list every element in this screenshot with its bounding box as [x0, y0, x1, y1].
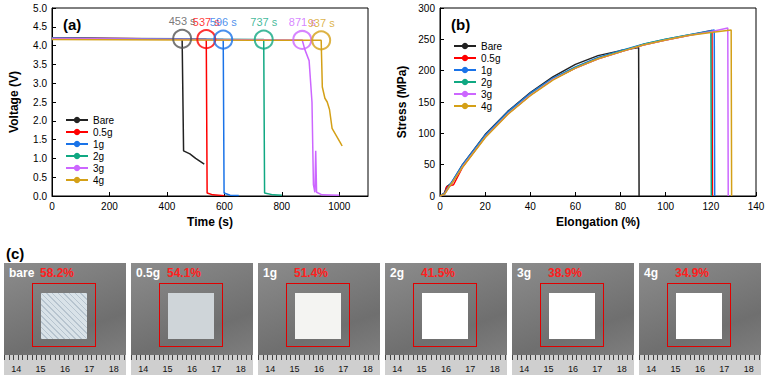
html-text:17: 17 [719, 364, 730, 374]
html-text:17: 17 [338, 364, 349, 374]
html-text:17: 17 [84, 364, 95, 374]
svg-text:50: 50 [424, 159, 436, 170]
html-text:16: 16 [441, 364, 451, 374]
html-text:1g: 1g [263, 266, 277, 280]
svg-text:250: 250 [418, 34, 435, 45]
html-text:17: 17 [211, 364, 222, 374]
svg-text:(b): (b) [451, 16, 470, 33]
svg-text:2g: 2g [481, 77, 492, 88]
svg-text:200: 200 [418, 65, 435, 76]
svg-text:537 s: 537 s [192, 15, 220, 28]
svg-text:150: 150 [418, 97, 435, 108]
html-text:18: 18 [235, 364, 246, 374]
svg-text:4.0: 4.0 [33, 40, 47, 51]
html-text:14: 14 [11, 364, 22, 374]
svg-text:800: 800 [273, 201, 290, 212]
svg-text:400: 400 [159, 201, 176, 212]
svg-text:871 s: 871 s [288, 16, 316, 29]
html-text:18: 18 [362, 364, 373, 374]
svg-text:5.0: 5.0 [33, 3, 47, 14]
svg-text:600: 600 [216, 201, 233, 212]
svg-text:80: 80 [615, 201, 627, 212]
svg-text:20: 20 [480, 201, 492, 212]
html-text:15: 15 [416, 364, 427, 374]
svg-text:2.0: 2.0 [33, 115, 47, 126]
svg-text:140: 140 [748, 201, 765, 212]
svg-text:4.5: 4.5 [33, 21, 47, 32]
svg-text:40: 40 [525, 201, 537, 212]
svg-text:937 s: 937 s [308, 17, 335, 29]
svg-text:Time (s): Time (s) [187, 215, 233, 229]
svg-text:60: 60 [570, 201, 582, 212]
svg-text:1.5: 1.5 [33, 134, 47, 145]
svg-text:4g: 4g [481, 101, 492, 112]
svg-text:737 s: 737 s [250, 16, 277, 28]
svg-text:100: 100 [657, 201, 674, 212]
svg-text:2.5: 2.5 [33, 97, 47, 108]
svg-text:1g: 1g [481, 65, 492, 76]
html-text:18: 18 [743, 364, 754, 374]
html-text:41.5%: 41.5% [421, 266, 455, 280]
html-text:14: 14 [265, 364, 276, 374]
svg-text:0: 0 [49, 201, 55, 212]
svg-text:0.5g: 0.5g [93, 127, 112, 138]
html-text:0.5g: 0.5g [136, 266, 160, 280]
html-text:14: 14 [519, 364, 530, 374]
html-text:16: 16 [187, 364, 197, 374]
html-text:18: 18 [489, 364, 500, 374]
svg-text:0: 0 [429, 191, 435, 202]
html-text:3g: 3g [517, 266, 531, 280]
svg-text:Elongation (%): Elongation (%) [556, 215, 640, 229]
svg-text:200: 200 [101, 201, 118, 212]
html-text:16: 16 [695, 364, 705, 374]
html-text:51.4%: 51.4% [294, 266, 328, 280]
html-text:16: 16 [60, 364, 70, 374]
html-text:14: 14 [392, 364, 403, 374]
svg-text:120: 120 [703, 201, 720, 212]
svg-text:1.0: 1.0 [33, 153, 47, 164]
svg-text:1000: 1000 [328, 201, 351, 212]
html-text:15: 15 [289, 364, 300, 374]
svg-text:0: 0 [437, 201, 443, 212]
html-text:54.1%: 54.1% [167, 266, 201, 280]
html-text:(c): (c) [6, 245, 25, 262]
html-text:18: 18 [616, 364, 627, 374]
html-text:bare: bare [9, 266, 35, 280]
html-text:17: 17 [465, 364, 476, 374]
svg-text:1g: 1g [93, 139, 104, 150]
html-text:58.2%: 58.2% [40, 266, 74, 280]
svg-text:3g: 3g [481, 89, 492, 100]
svg-text:100: 100 [418, 128, 435, 139]
html-text:38.9%: 38.9% [548, 266, 582, 280]
html-text:34.9%: 34.9% [675, 266, 709, 280]
svg-text:Bare: Bare [481, 41, 503, 52]
html-text:16: 16 [568, 364, 578, 374]
svg-text:Bare: Bare [93, 115, 115, 126]
html-text:14: 14 [138, 364, 149, 374]
html-text:15: 15 [162, 364, 173, 374]
html-text:17: 17 [592, 364, 603, 374]
html-text:15: 15 [670, 364, 681, 374]
svg-text:3g: 3g [93, 163, 104, 174]
html-text:15: 15 [543, 364, 554, 374]
svg-text:3.5: 3.5 [33, 59, 47, 70]
html-text:14: 14 [646, 364, 657, 374]
svg-text:4g: 4g [93, 175, 104, 186]
svg-text:Stress (MPa): Stress (MPa) [395, 66, 409, 139]
svg-text:2g: 2g [93, 151, 104, 162]
svg-text:0.0: 0.0 [33, 191, 47, 202]
svg-text:596 s: 596 s [210, 16, 237, 28]
svg-text:300: 300 [418, 3, 435, 14]
html-text:16: 16 [314, 364, 324, 374]
svg-text:453 s: 453 s [168, 15, 196, 28]
html-text:2g: 2g [390, 266, 404, 280]
svg-text:0.5g: 0.5g [481, 53, 500, 64]
svg-text:(a): (a) [63, 16, 81, 33]
svg-text:3.0: 3.0 [33, 78, 47, 89]
html-text:18: 18 [108, 364, 119, 374]
html-text:4g: 4g [644, 266, 658, 280]
html-text:15: 15 [35, 364, 46, 374]
svg-text:0.5: 0.5 [33, 172, 47, 183]
svg-text:Voltage (V): Voltage (V) [7, 71, 21, 133]
